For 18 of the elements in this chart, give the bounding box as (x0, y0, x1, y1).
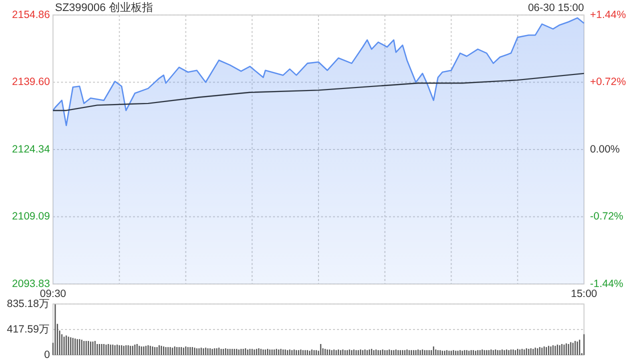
y-tick-label: 0 (44, 348, 50, 360)
y-tick-label: 2093.83 (12, 278, 50, 290)
y2-tick-label: -1.44% (590, 278, 624, 290)
y2-tick-label: -0.72% (590, 210, 624, 223)
y2-tick-label: +1.44% (590, 8, 626, 21)
x-tick-label: 15:00 (570, 288, 598, 300)
line-series (52, 72, 585, 112)
y2-tick-label: 0.00% (590, 143, 620, 156)
x-tick-label: 09:30 (40, 288, 66, 300)
chart-title: SZ399006 创业板指 (55, 1, 153, 14)
y-tick-label: 2154.86 (12, 8, 50, 21)
chart-subtitle: 06-30 15:00 (528, 2, 584, 14)
y-tick-label: 417.59万 (6, 323, 50, 336)
y-tick-label: 2139.60 (12, 76, 50, 88)
y2-tick-label: +0.72% (590, 76, 626, 88)
y-tick-label: 835.18万 (6, 298, 50, 310)
y-tick-label: 2109.09 (12, 210, 50, 223)
y-tick-label: 2124.34 (12, 143, 50, 156)
